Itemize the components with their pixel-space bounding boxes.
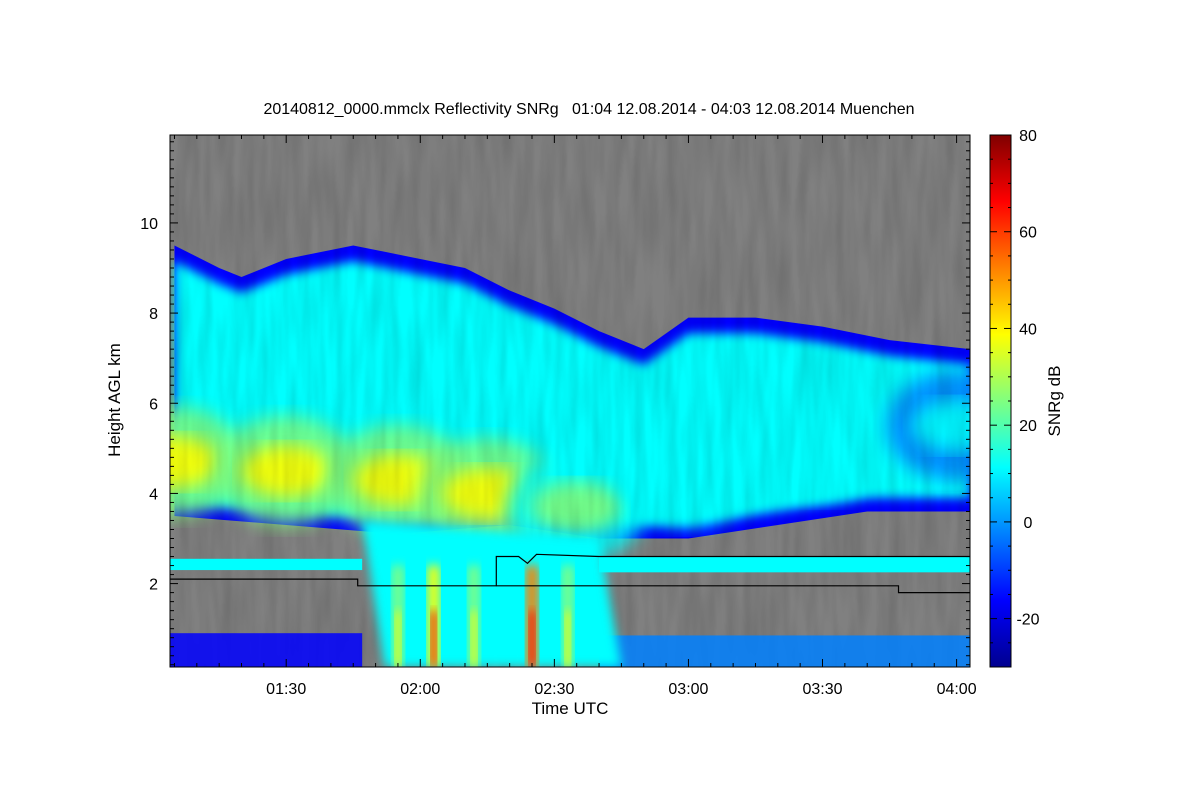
colorbar-tick-label: 60 xyxy=(1019,225,1037,242)
x-tick-label: 02:30 xyxy=(534,681,574,698)
ground-clutter-right xyxy=(599,635,970,667)
y-tick-label: 4 xyxy=(149,486,158,503)
x-tick-label: 02:00 xyxy=(400,681,440,698)
colorbar-gradient xyxy=(990,135,1011,667)
colorbar-tick-label: -20 xyxy=(1016,612,1039,629)
x-tick-label: 03:00 xyxy=(668,681,708,698)
precip-shaft-core xyxy=(430,610,437,667)
y-tick-label: 2 xyxy=(149,577,158,594)
y-tick-label: 6 xyxy=(149,396,158,413)
colorbar: -20 0 20 40 60 80 xyxy=(989,128,1040,668)
precip-shaft-core xyxy=(564,610,571,667)
y-tick-label: 8 xyxy=(149,306,158,323)
plot-area xyxy=(169,134,971,668)
x-axis-label: Time UTC xyxy=(532,699,609,718)
line-series-lower xyxy=(496,585,970,594)
low-band-left xyxy=(170,558,363,571)
x-tick-label: 03:30 xyxy=(802,681,842,698)
precip-shaft-core xyxy=(470,610,477,667)
chart-title: 20140812_0000.mmclx Reflectivity SNRg 01… xyxy=(263,101,914,118)
colorbar-tick-label: 40 xyxy=(1019,321,1037,338)
plot-frame xyxy=(169,134,971,668)
x-tick-label: 01:30 xyxy=(266,681,306,698)
colorbar-tick-label: 80 xyxy=(1019,128,1037,145)
low-band-right xyxy=(599,556,970,573)
y-axis-label: Height AGL km xyxy=(105,343,124,457)
x-tick-label: 04:00 xyxy=(937,681,977,698)
precip-shaft-core xyxy=(394,610,401,667)
x-axis: 01:30 02:00 02:30 03:00 03:30 04:00 xyxy=(173,135,977,698)
y-tick-label: 10 xyxy=(140,216,158,233)
colorbar-tick-label: 0 xyxy=(1024,515,1033,532)
ground-clutter-left xyxy=(170,633,363,667)
colorbar-label: SNRg dB xyxy=(1045,366,1064,437)
y-axis: 2 4 6 8 10 xyxy=(140,141,970,666)
precip-shaft-core xyxy=(529,610,536,667)
precip-zone xyxy=(362,520,622,667)
line-series-upper xyxy=(170,553,970,587)
colorbar-tick-label: 20 xyxy=(1019,418,1037,435)
